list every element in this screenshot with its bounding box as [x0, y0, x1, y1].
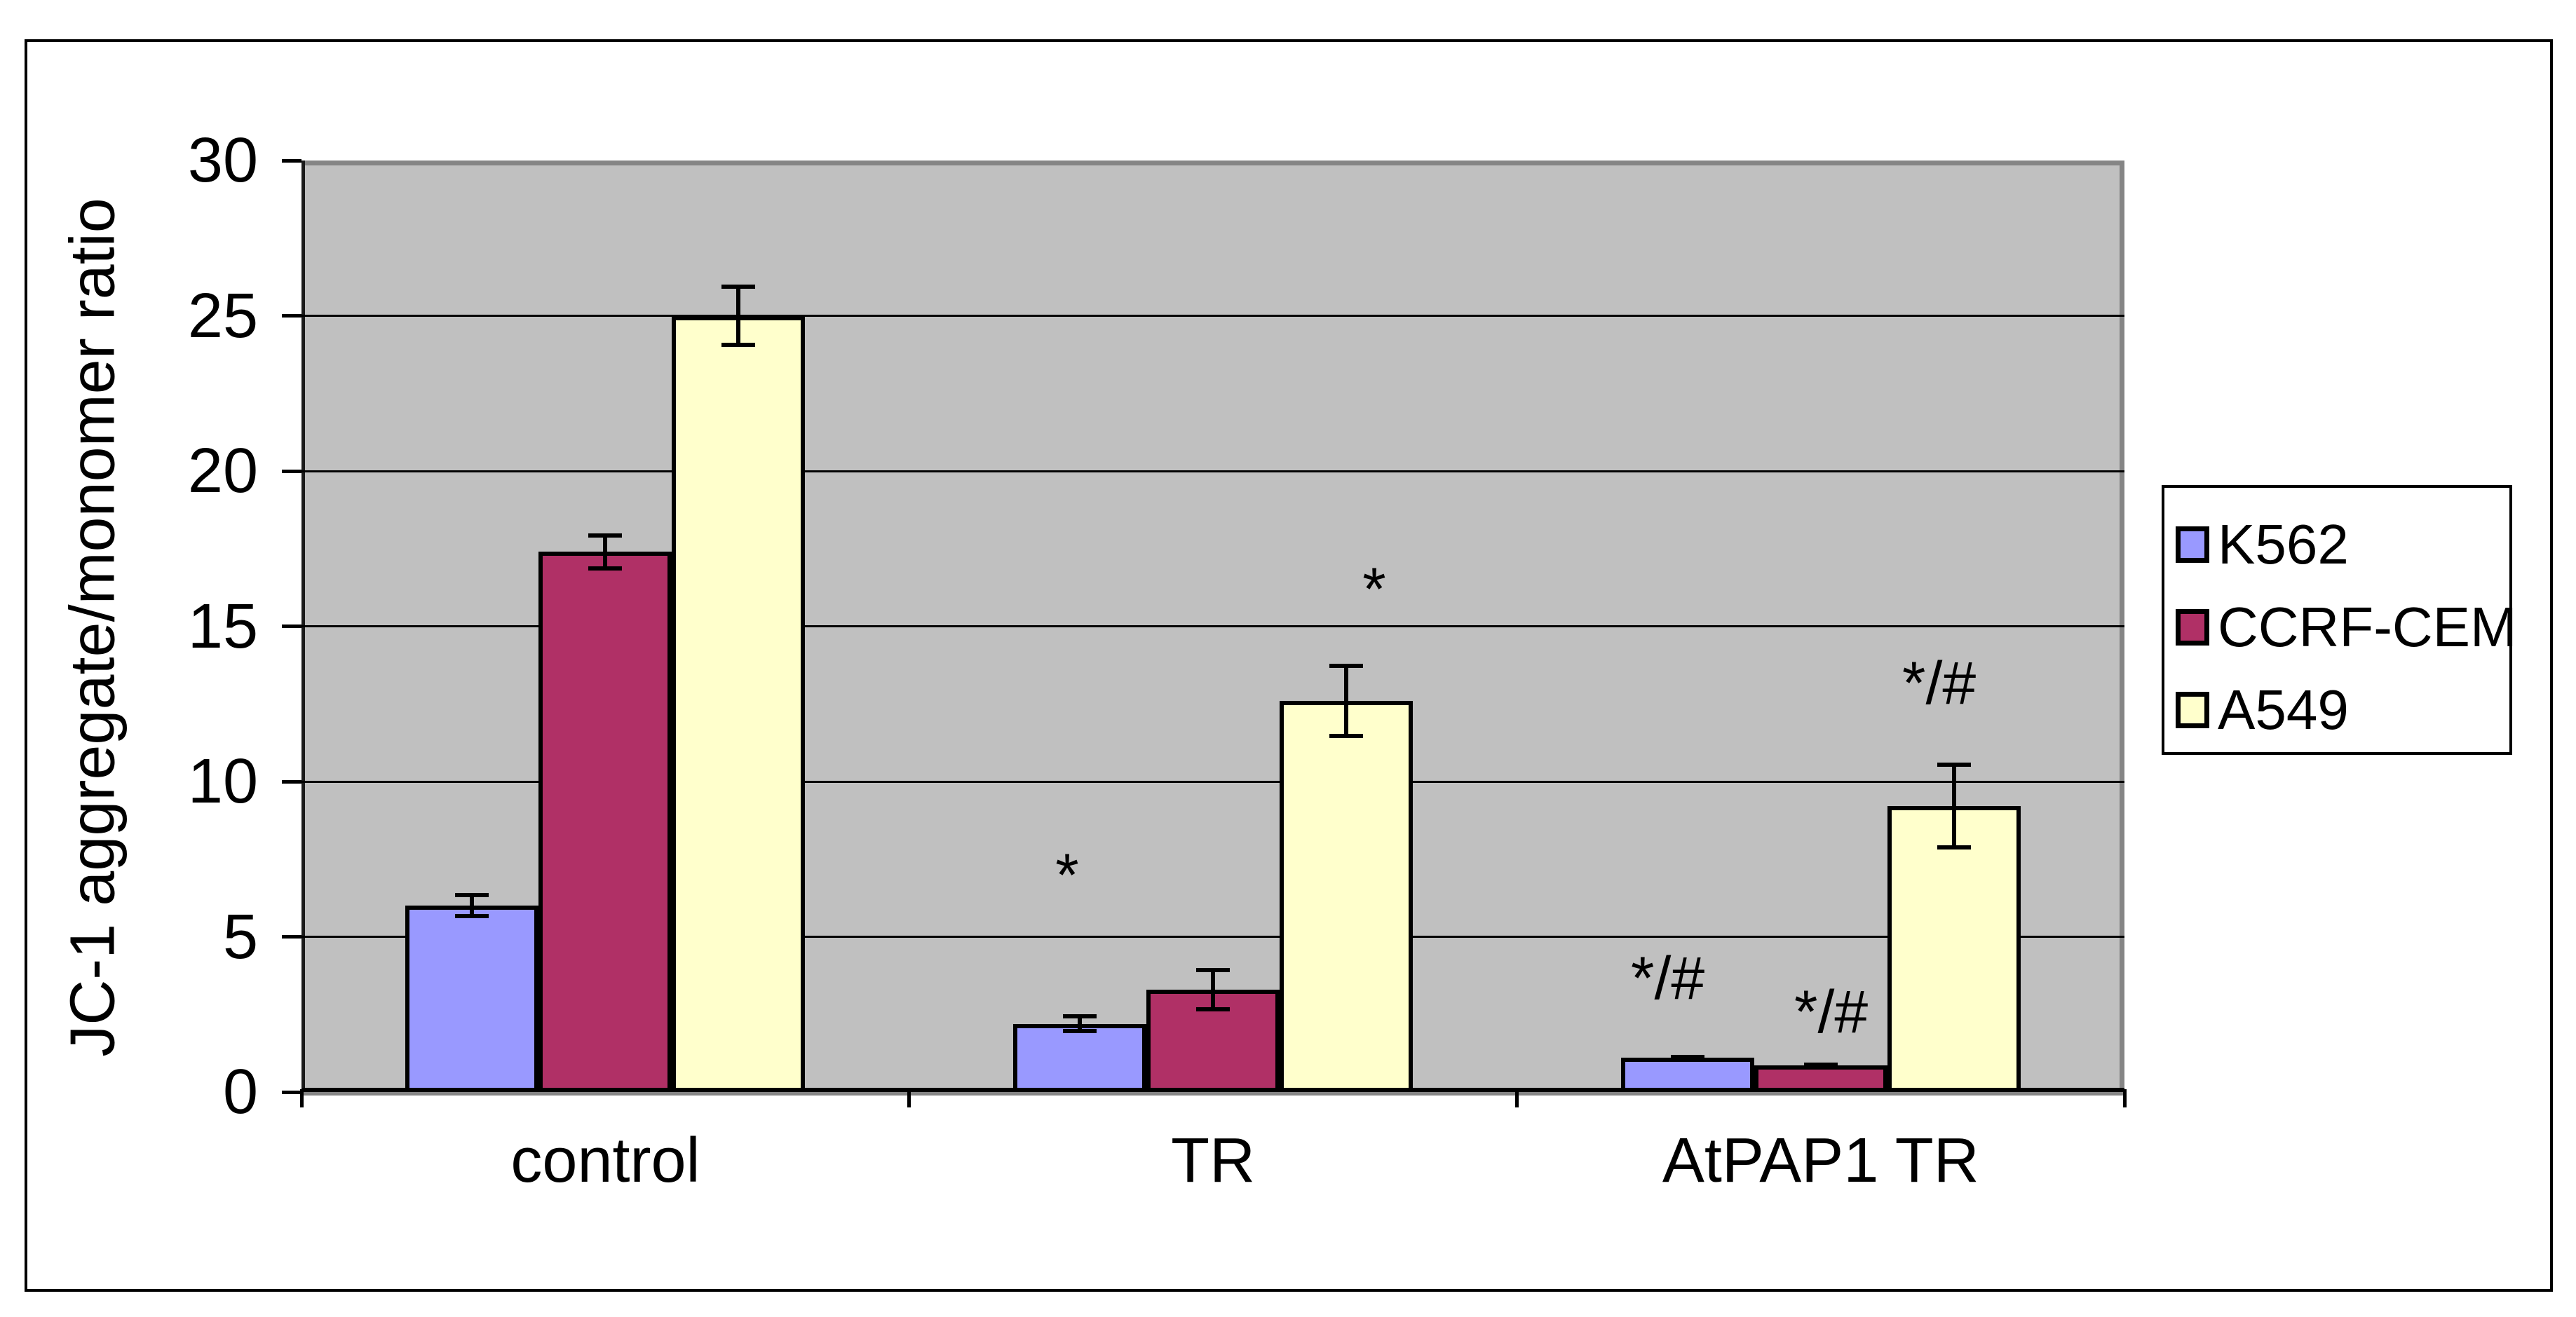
legend: K562 CCRF-CEM A549 — [2162, 485, 2517, 755]
error-bar-K562-control — [455, 893, 489, 918]
legend-item-K562: K562 — [2176, 503, 2509, 586]
legend-label-K562: K562 — [2218, 513, 2349, 575]
y-tick-15 — [282, 625, 301, 628]
bar-A549-TR — [1280, 700, 1413, 1092]
bar-A549-AtPAP1 TR — [1887, 806, 2021, 1092]
gridline-25 — [301, 315, 2124, 317]
error-cap-top — [721, 285, 756, 289]
significance-annotation-2: * — [1362, 556, 1386, 624]
error-bar-CCRF-CEM-control — [588, 533, 623, 571]
plot-border-top — [301, 161, 2124, 165]
error-whisker — [1211, 967, 1215, 1011]
error-cap-top — [588, 533, 623, 538]
x-category-label-control: control — [510, 1126, 700, 1196]
error-whisker — [1078, 1014, 1082, 1033]
y-tick-label-25: 25 — [187, 280, 258, 351]
y-tick-label-15: 15 — [187, 591, 258, 662]
error-cap-bottom — [1937, 845, 1971, 850]
y-tick-label-20: 20 — [187, 436, 258, 506]
bar-K562-control — [405, 906, 539, 1092]
y-tick-label-5: 5 — [222, 901, 258, 972]
y-tick-label-0: 0 — [222, 1057, 258, 1127]
y-tick-25 — [282, 314, 301, 318]
y-tick-20 — [282, 469, 301, 473]
error-bar-A549-control — [721, 285, 756, 347]
significance-annotation-3: */# — [1631, 944, 1705, 1012]
error-whisker — [1344, 663, 1348, 738]
error-bar-CCRF-CEM-TR — [1196, 967, 1230, 1011]
legend-swatch-K562 — [2176, 526, 2209, 563]
plot-area: * * */# */# */# — [301, 161, 2124, 1096]
x-axis-line — [301, 1088, 2124, 1092]
error-cap-bottom — [588, 566, 623, 571]
gridline-10 — [301, 780, 2124, 783]
y-tick-30 — [282, 158, 301, 163]
y-tick-0 — [282, 1090, 301, 1094]
legend-label-A549: A549 — [2218, 678, 2349, 741]
error-cap-bottom — [1063, 1028, 1097, 1033]
y-tick-label-10: 10 — [187, 746, 258, 817]
x-tick-0 — [299, 1089, 304, 1107]
gridline-15 — [301, 625, 2124, 627]
gridline-20 — [301, 470, 2124, 472]
error-cap-bottom — [1803, 1064, 1838, 1069]
bar-K562-TR — [1013, 1023, 1146, 1092]
error-whisker — [736, 285, 741, 347]
x-category-label-AtPAP1-TR: AtPAP1 TR — [1662, 1126, 1979, 1196]
y-tick-10 — [282, 779, 301, 784]
x-axis-shadow — [301, 1092, 2124, 1096]
error-bar-A549-AtPAP1 TR — [1937, 763, 1971, 850]
significance-annotation-4: */# — [1794, 978, 1869, 1046]
bar-K562-AtPAP1 TR — [1620, 1058, 1754, 1092]
error-cap-bottom — [721, 342, 756, 347]
legend-swatch-A549 — [2176, 692, 2209, 728]
error-whisker — [470, 893, 475, 918]
error-cap-top — [1196, 967, 1230, 972]
x-tick-1 — [907, 1089, 911, 1107]
error-whisker — [603, 533, 608, 571]
error-cap-bottom — [1196, 1006, 1230, 1011]
y-tick-label-30: 30 — [187, 125, 258, 196]
error-cap-bottom — [1670, 1056, 1704, 1061]
error-cap-top — [455, 893, 489, 898]
error-cap-bottom — [1329, 733, 1363, 738]
legend-item-CCRF-CEM: CCRF-CEM — [2176, 586, 2517, 669]
significance-annotation-1: * — [1055, 841, 1079, 909]
bar-A549-control — [672, 315, 806, 1092]
error-bar-CCRF-CEM-AtPAP1 TR — [1803, 1062, 1838, 1069]
bar-CCRF-CEM-control — [538, 552, 672, 1092]
error-cap-bottom — [455, 913, 489, 918]
error-cap-top — [1329, 663, 1363, 668]
error-cap-top — [1937, 763, 1971, 767]
error-cap-top — [1063, 1014, 1097, 1019]
x-tick-2 — [1514, 1089, 1519, 1107]
error-whisker — [1951, 763, 1956, 850]
gridline-5 — [301, 936, 2124, 938]
x-category-label-TR: TR — [1171, 1126, 1256, 1196]
x-tick-3 — [2122, 1089, 2127, 1107]
legend-item-A549: A549 — [2176, 669, 2509, 751]
significance-annotation-5: */# — [1902, 649, 1977, 717]
error-bar-K562-TR — [1063, 1014, 1097, 1033]
legend-label-CCRF-CEM: CCRF-CEM — [2218, 596, 2517, 658]
error-bar-A549-TR — [1329, 663, 1363, 738]
y-tick-5 — [282, 935, 301, 939]
error-bar-K562-AtPAP1 TR — [1670, 1054, 1704, 1061]
legend-swatch-CCRF-CEM — [2176, 609, 2209, 646]
